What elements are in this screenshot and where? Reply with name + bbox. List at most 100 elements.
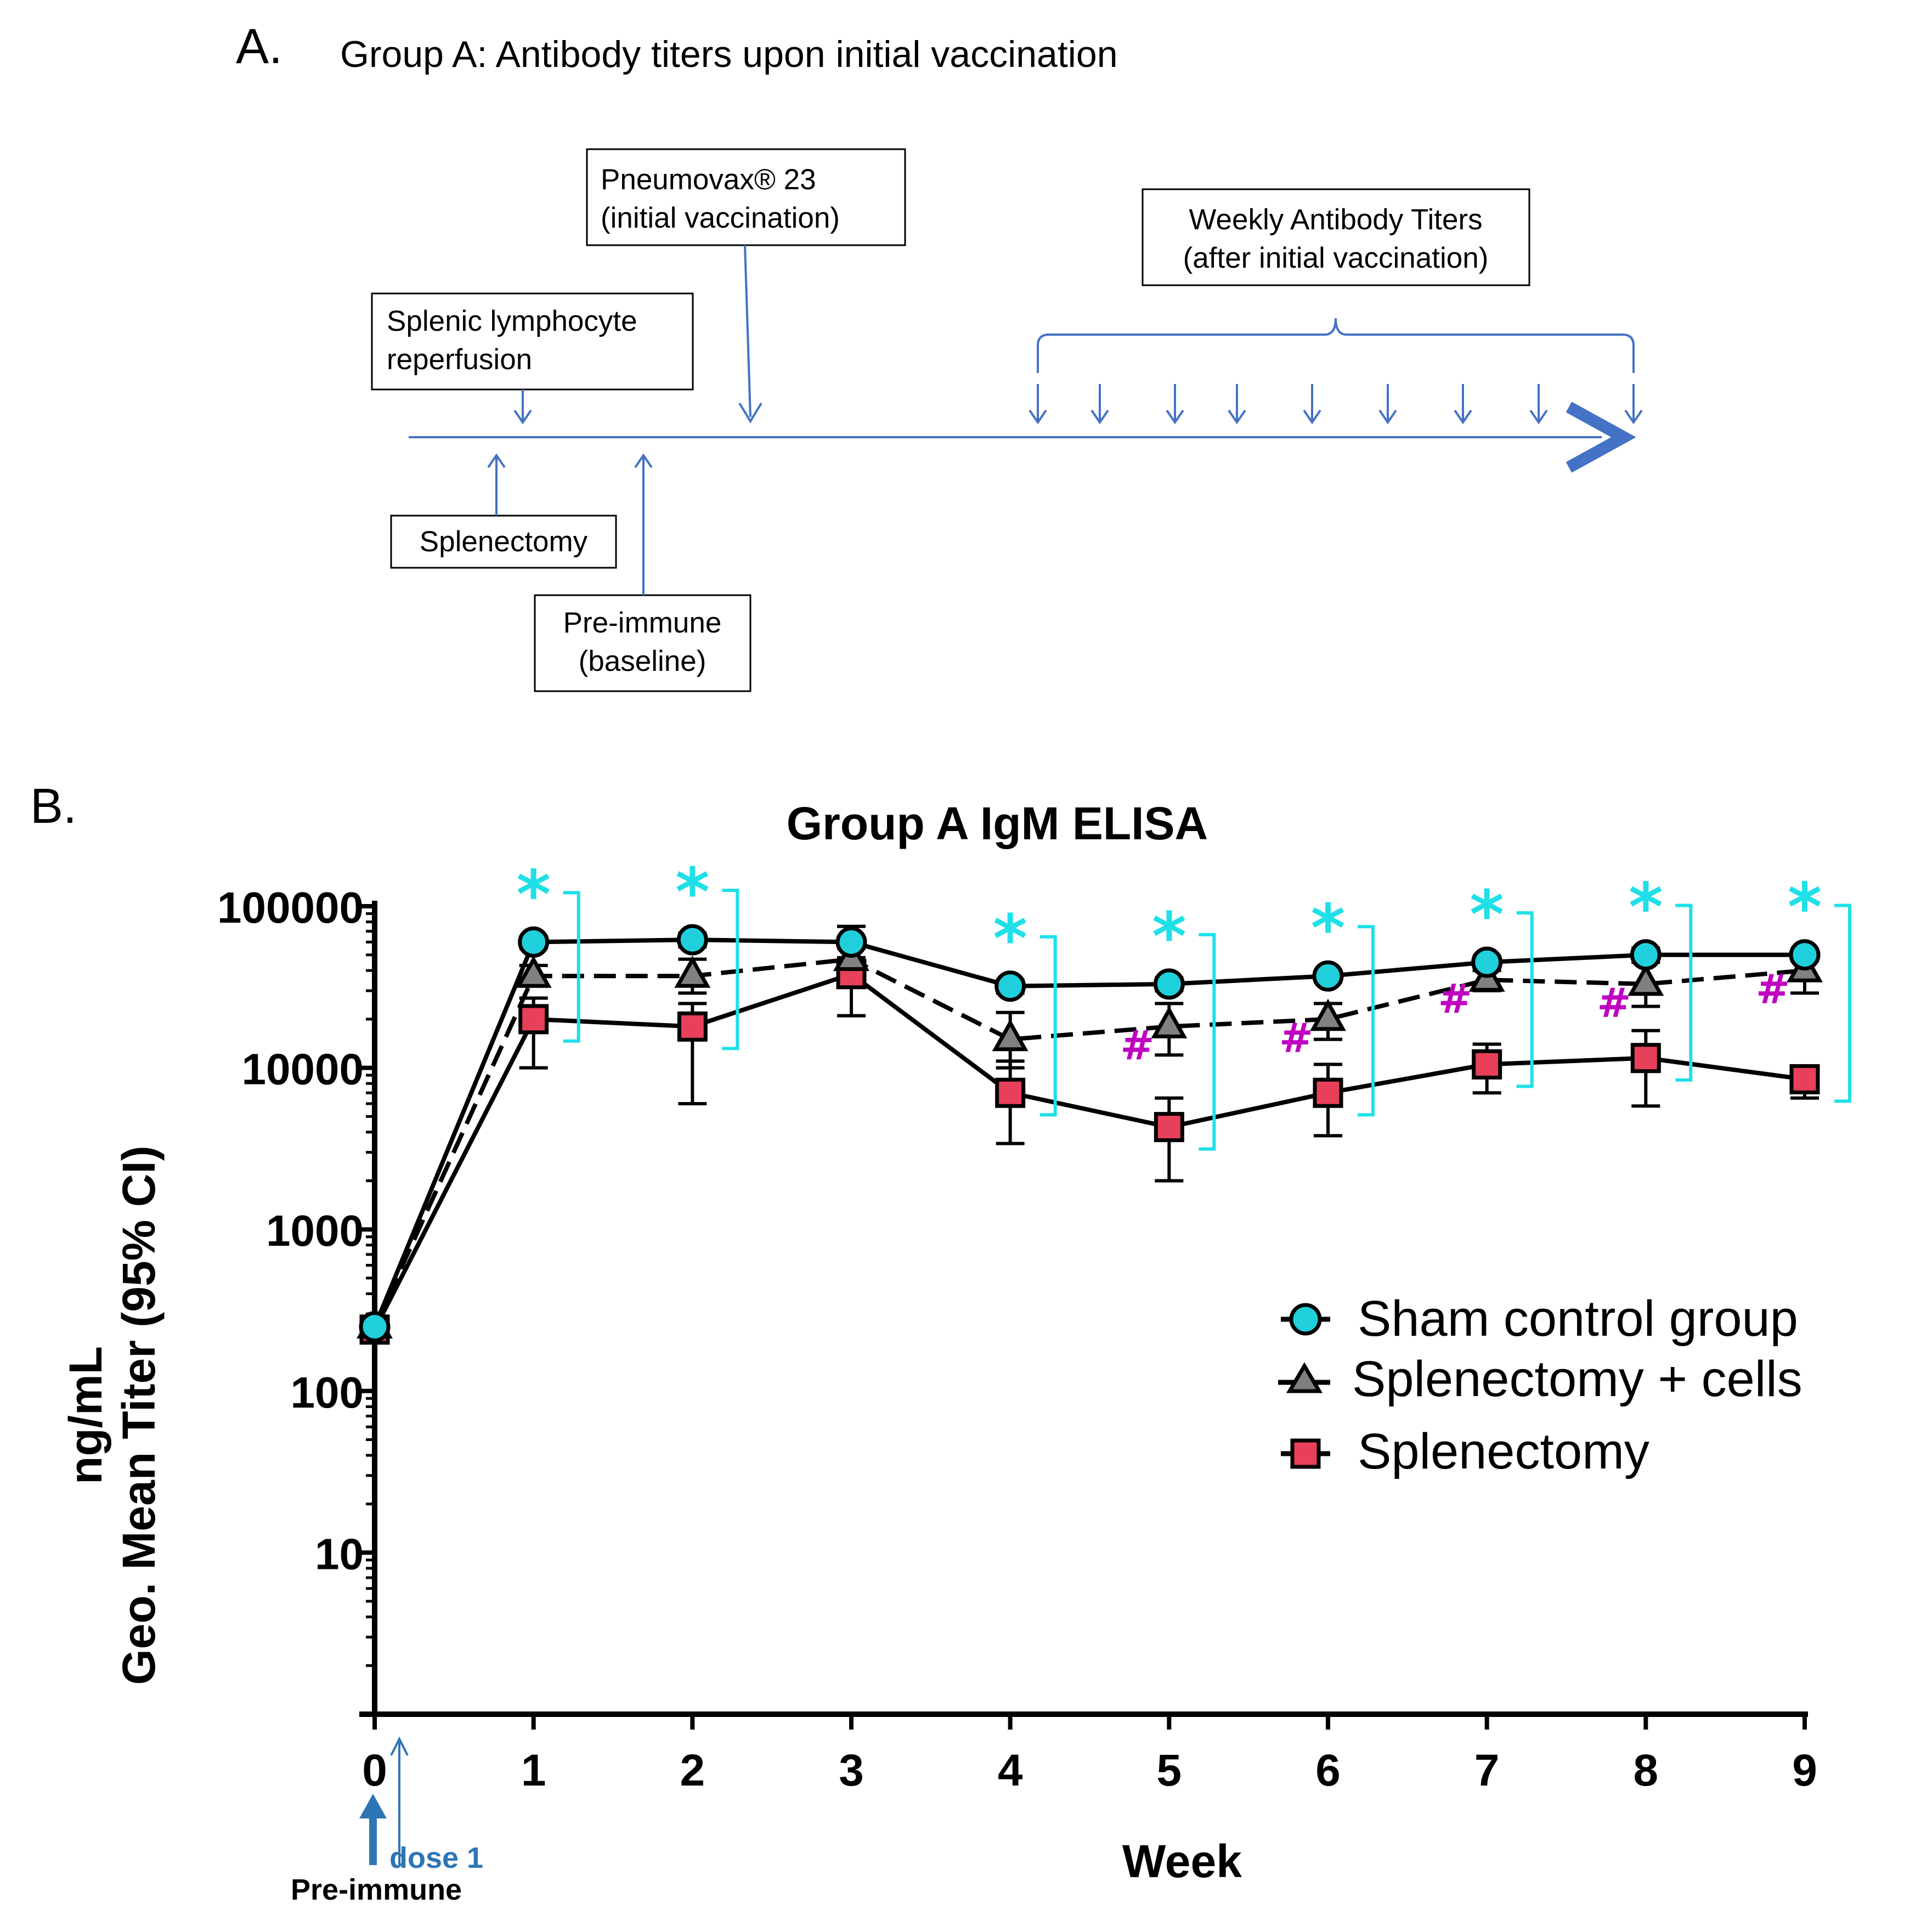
weekly-titers-box (1142, 188, 1530, 286)
legend: Sham control group Splenectomy + cells S… (1278, 1291, 1802, 1479)
timeline-arrowhead (1566, 402, 1636, 473)
significance-bracket (1358, 925, 1375, 1117)
chart-title: Group A IgM ELISA (787, 798, 1208, 849)
plot-area: * * * * * * * * # # # # # (357, 855, 1851, 1345)
pneumovax-arrowhead (738, 402, 762, 423)
data-point-triangle (674, 956, 711, 988)
weekly-arrowhead (1529, 409, 1548, 425)
dose-axis-arrowhead (390, 1736, 409, 1756)
significance-bracket (1516, 911, 1534, 1088)
y-tick-label: 100000 (217, 883, 364, 932)
data-point-circle (994, 970, 1026, 1002)
legend-entry-splenectomy-cells: Splenectomy + cells (1278, 1351, 1802, 1407)
y-tick-label: 100 (291, 1368, 364, 1417)
panel-a-title: Group A: Antibody titers upon initial va… (340, 33, 1118, 75)
data-point-circle (676, 924, 708, 956)
x-tick-label: 0 (362, 1745, 387, 1795)
data-point-circle (835, 926, 867, 958)
data-point-square (1789, 1064, 1820, 1094)
data-point-square (1154, 1112, 1184, 1143)
panel-a: A. Group A: Antibody titers upon initial… (236, 19, 1643, 692)
weekly-arrowhead (1228, 409, 1246, 425)
legend-label-sham: Sham control group (1358, 1291, 1798, 1347)
series-line-circle (372, 937, 1805, 1328)
legend-entry-splenectomy: Splenectomy (1281, 1423, 1649, 1479)
x-tick-label: 6 (1315, 1745, 1341, 1795)
significance-bracket (1199, 933, 1216, 1151)
x-tick-label: 4 (998, 1745, 1023, 1795)
data-point-triangle (1151, 1006, 1188, 1038)
panel-b: B. Group A IgM ELISA ng/mL Geo. Mean Tit… (30, 779, 1851, 1906)
weekly-arrowhead (1090, 409, 1109, 425)
significance-bracket (1834, 903, 1851, 1103)
splenic-reperfusion-label-1: Splenic lymphocyte (387, 305, 637, 337)
dose-label: dose 1 (389, 1841, 483, 1874)
data-point-square (995, 1077, 1026, 1108)
x-tick-label: 5 (1157, 1745, 1182, 1795)
significance-bracket (1039, 935, 1057, 1117)
weekly-arrows (1029, 384, 1643, 425)
pneumovax-box (586, 148, 906, 246)
significance-star: * (1152, 899, 1186, 975)
data-point-square (677, 1011, 708, 1042)
significance-star: * (516, 857, 551, 933)
pneumovax-label-1: Pneumovax® 23 (601, 163, 816, 196)
pneumovax-label-2: (initial vaccination) (601, 202, 840, 234)
pneumovax-arrow (744, 245, 751, 417)
data-point-triangle (992, 1019, 1029, 1052)
y-tick-label: 10000 (242, 1045, 364, 1094)
x-tick-label: 7 (1474, 1745, 1500, 1795)
x-axis-label: Week (1122, 1835, 1242, 1887)
splenic-reperfusion-label-2: reperfusion (387, 343, 532, 376)
panel-a-label: A. (236, 19, 282, 74)
legend-entry-sham: Sham control group (1281, 1291, 1798, 1347)
significance-hash: # (1279, 1015, 1313, 1062)
significance-bracket (722, 889, 739, 1050)
panel-b-label: B. (30, 779, 77, 834)
series-line-square (372, 971, 1805, 1331)
data-point-square (1313, 1077, 1343, 1108)
preimmune-arrowhead (634, 453, 653, 468)
data-point-circle (1153, 968, 1185, 1000)
weekly-arrowhead (1624, 409, 1643, 425)
weekly-titers-label-2: (after initial vaccination) (1183, 242, 1489, 274)
series-line-triangle (372, 957, 1805, 1328)
y-axis-label-group: ng/mL (60, 1346, 111, 1484)
data-point-triangle (1310, 998, 1346, 1031)
significance-star: * (675, 855, 710, 931)
weekly-brace (1037, 318, 1635, 373)
data-point-square (1472, 1049, 1502, 1080)
x-tick-label: 2 (680, 1745, 705, 1795)
y-tick-label: 10 (315, 1529, 364, 1578)
x-tick-label: 1 (521, 1745, 546, 1795)
data-point-circle (518, 926, 550, 958)
legend-marker-circle (1289, 1303, 1322, 1336)
x-tick-label: 9 (1792, 1745, 1817, 1795)
y-axis-label-1: ng/mL (60, 1346, 111, 1484)
data-point-circle (359, 1311, 391, 1343)
weekly-titers-label-1: Weekly Antibody Titers (1189, 204, 1482, 236)
significance-hash: # (1438, 975, 1472, 1023)
legend-label-splenectomy-cells: Splenectomy + cells (1352, 1351, 1802, 1407)
significance-bracket (563, 891, 580, 1043)
significance-bracket (1675, 903, 1693, 1082)
legend-label-splenectomy: Splenectomy (1358, 1423, 1649, 1479)
splenectomy-arrowhead (487, 453, 506, 468)
y-axis-label-group-2: Geo. Mean Titer (95% CI) (113, 1145, 165, 1685)
legend-marker-square (1290, 1438, 1321, 1469)
weekly-arrowhead (1378, 409, 1397, 425)
significance-star: * (1629, 870, 1663, 946)
data-point-triangle (515, 956, 552, 988)
data-point-square (518, 1004, 549, 1035)
significance-hash: # (1597, 980, 1631, 1027)
y-axis-label-2: Geo. Mean Titer (95% CI) (113, 1145, 165, 1685)
weekly-arrowhead (1303, 409, 1321, 425)
significance-hash: # (1756, 966, 1790, 1013)
weekly-arrowhead (1166, 409, 1184, 425)
preimmune-box (534, 594, 751, 692)
significance-star: * (1470, 877, 1504, 953)
significance-star: * (1788, 870, 1822, 946)
preimmune-axis-arrowhead (359, 1794, 387, 1818)
data-point-circle (1630, 939, 1662, 971)
y-tick-label: 1000 (266, 1206, 364, 1255)
